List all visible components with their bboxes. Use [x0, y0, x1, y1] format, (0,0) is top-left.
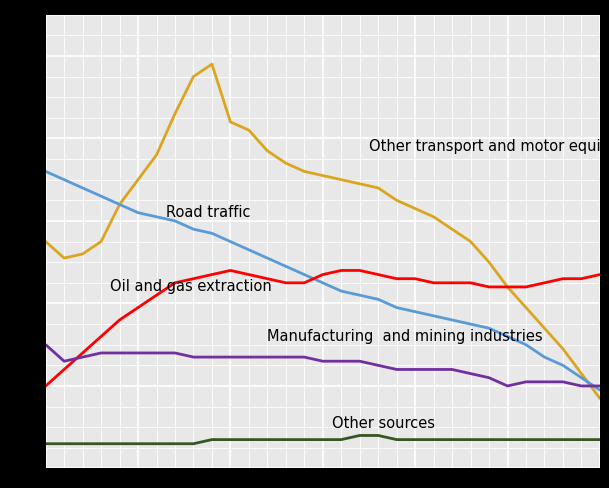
Text: Oil and gas extraction: Oil and gas extraction [110, 280, 272, 294]
Text: Other sources: Other sources [332, 416, 435, 430]
Text: Road traffic: Road traffic [166, 205, 250, 220]
Text: Manufacturing  and mining industries: Manufacturing and mining industries [267, 329, 543, 344]
Text: Other transport and motor equipment: Other transport and motor equipment [369, 139, 609, 154]
